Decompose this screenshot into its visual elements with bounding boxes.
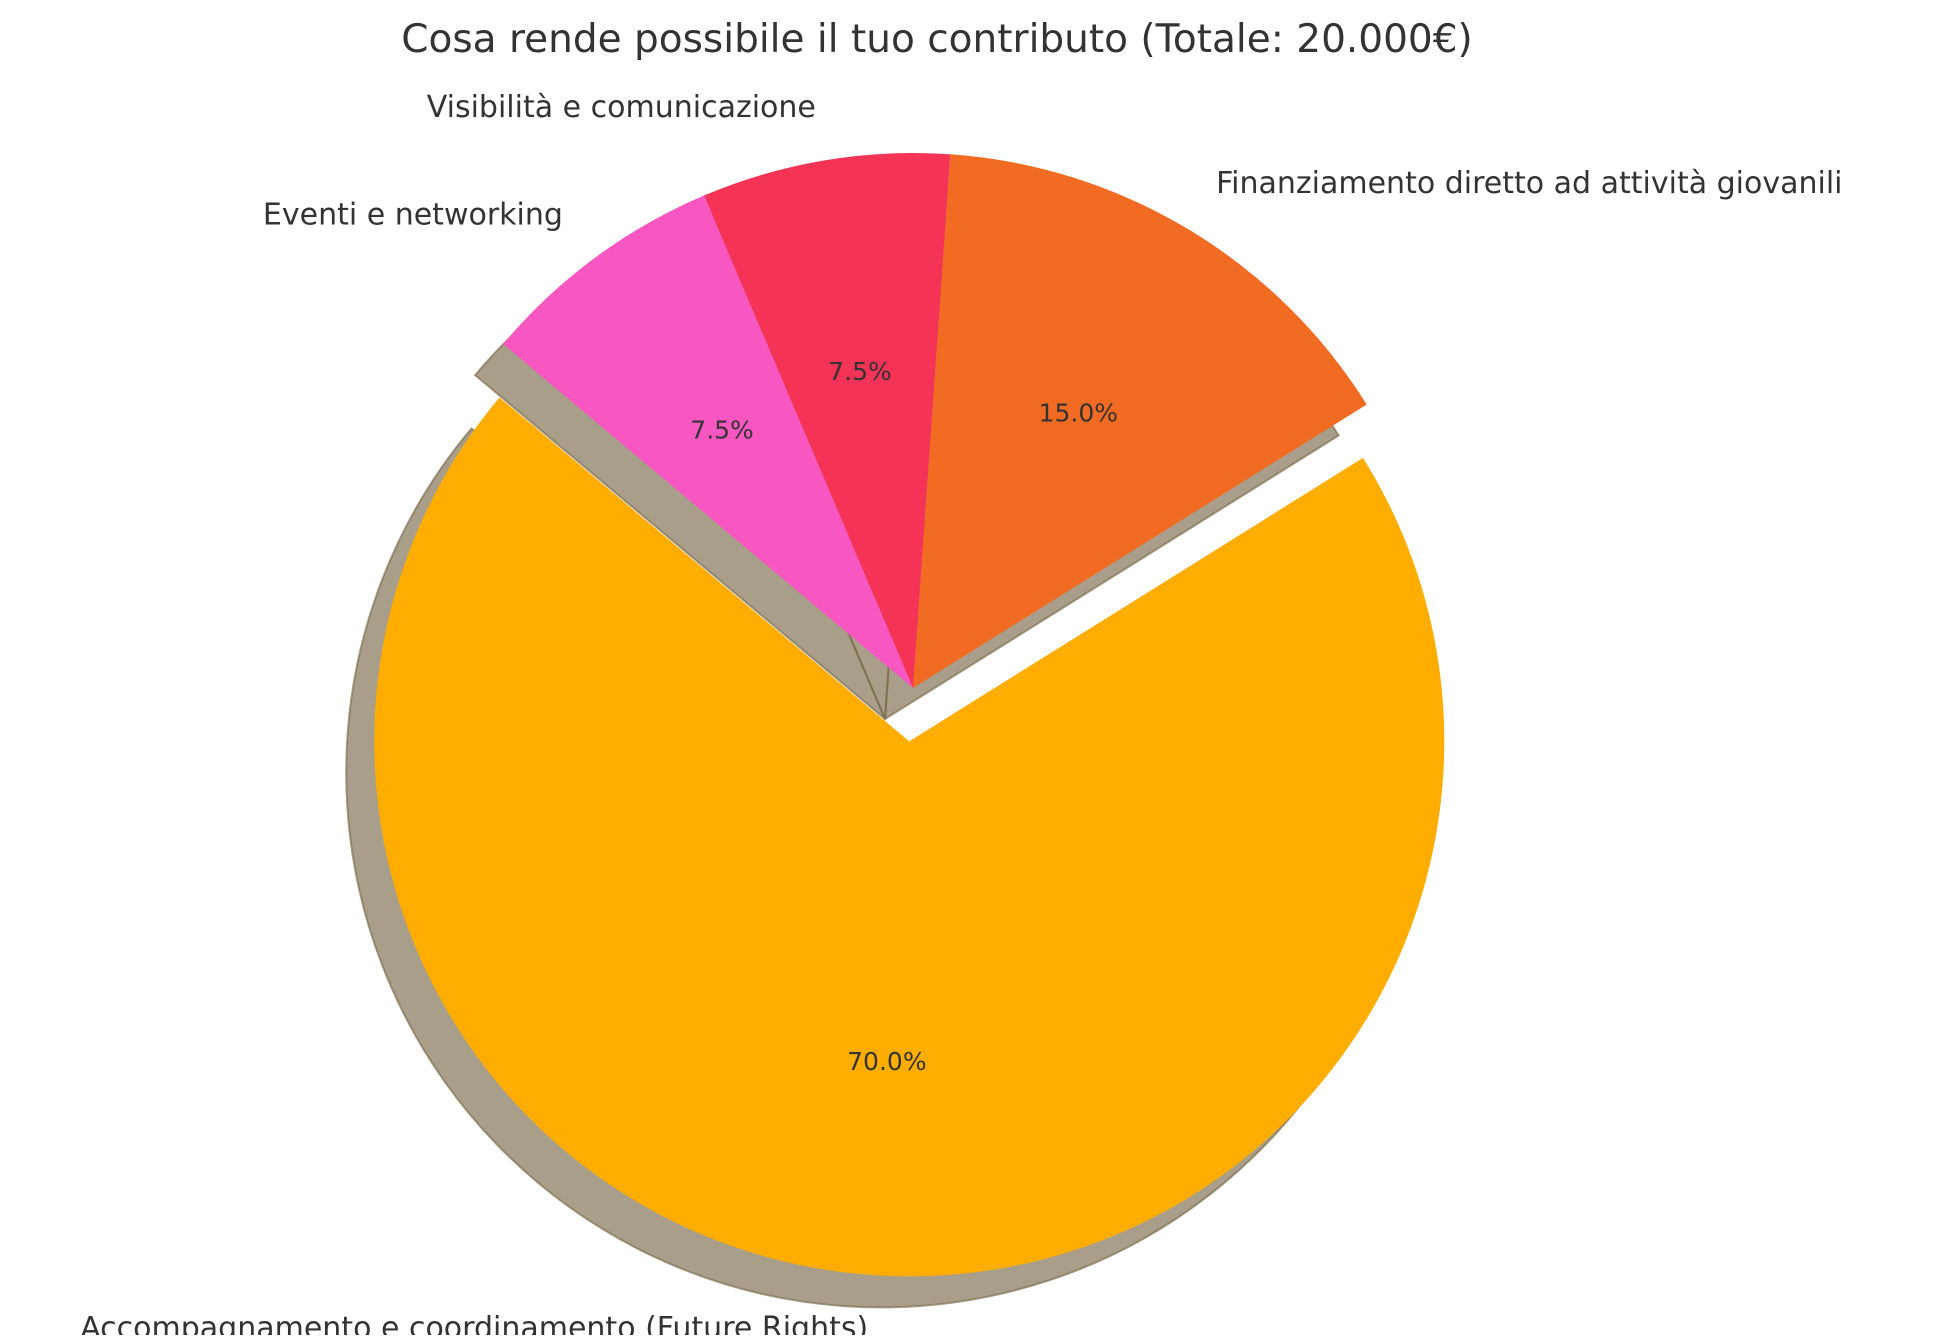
- category-label-accompagnamento-e-coordinamento-future-rights: Accompagnamento e coordinamento (Future …: [80, 1311, 868, 1335]
- chart-title: Cosa rende possibile il tuo contributo (…: [401, 17, 1473, 62]
- pct-label-visibilita-e-comunicazione: 7.5%: [828, 357, 892, 386]
- pct-label-accompagnamento-e-coordinamento-future-rights: 70.0%: [847, 1047, 926, 1076]
- slice-accompagnamento-e-coordinamento-future-rights: [374, 397, 1445, 1277]
- category-label-finanziamento-diretto-ad-attivita-giovanili: Finanziamento diretto ad attività giovan…: [1216, 166, 1842, 201]
- pct-label-eventi-e-networking: 7.5%: [690, 415, 754, 444]
- slice-eventi-e-networking: [503, 195, 913, 688]
- category-label-eventi-e-networking: Eventi e networking: [263, 197, 563, 232]
- pct-label-finanziamento-diretto-ad-attivita-giovanili: 15.0%: [1039, 398, 1118, 427]
- slice-visibilita-e-comunicazione: [703, 153, 951, 688]
- category-label-visibilita-e-comunicazione: Visibilità e comunicazione: [427, 90, 816, 125]
- label-layer: 70.0% Accompagnamento e coordinamento (Fu…: [80, 90, 1842, 1339]
- slice-finanziamento-diretto-ad-attivita-giovanili: [913, 154, 1367, 689]
- slice-layer: [374, 153, 1445, 1277]
